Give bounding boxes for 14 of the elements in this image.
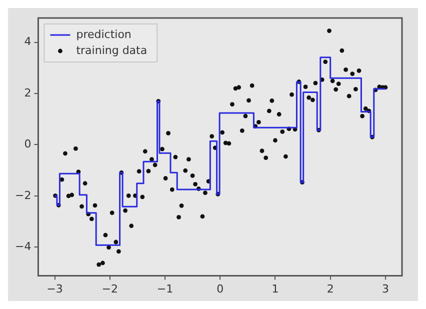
x-tick-label: 1 — [272, 282, 279, 296]
y-tick-label: 2 — [24, 86, 32, 100]
y-tick-label: 0 — [24, 138, 32, 151]
x-tick-label: 3 — [382, 282, 389, 296]
y-tick-label: −2 — [14, 188, 32, 202]
y-tick-label: −4 — [14, 240, 32, 253]
x-tick-label: −2 — [102, 282, 118, 296]
y-tick-label: 4 — [24, 35, 32, 48]
x-tick-label: 2 — [326, 282, 334, 296]
legend-label: training data — [76, 44, 148, 57]
x-tick-label: −1 — [156, 282, 174, 296]
legend-label: prediction — [76, 28, 132, 41]
x-tick-label: 0 — [216, 282, 224, 296]
x-tick-label: −3 — [46, 282, 63, 296]
